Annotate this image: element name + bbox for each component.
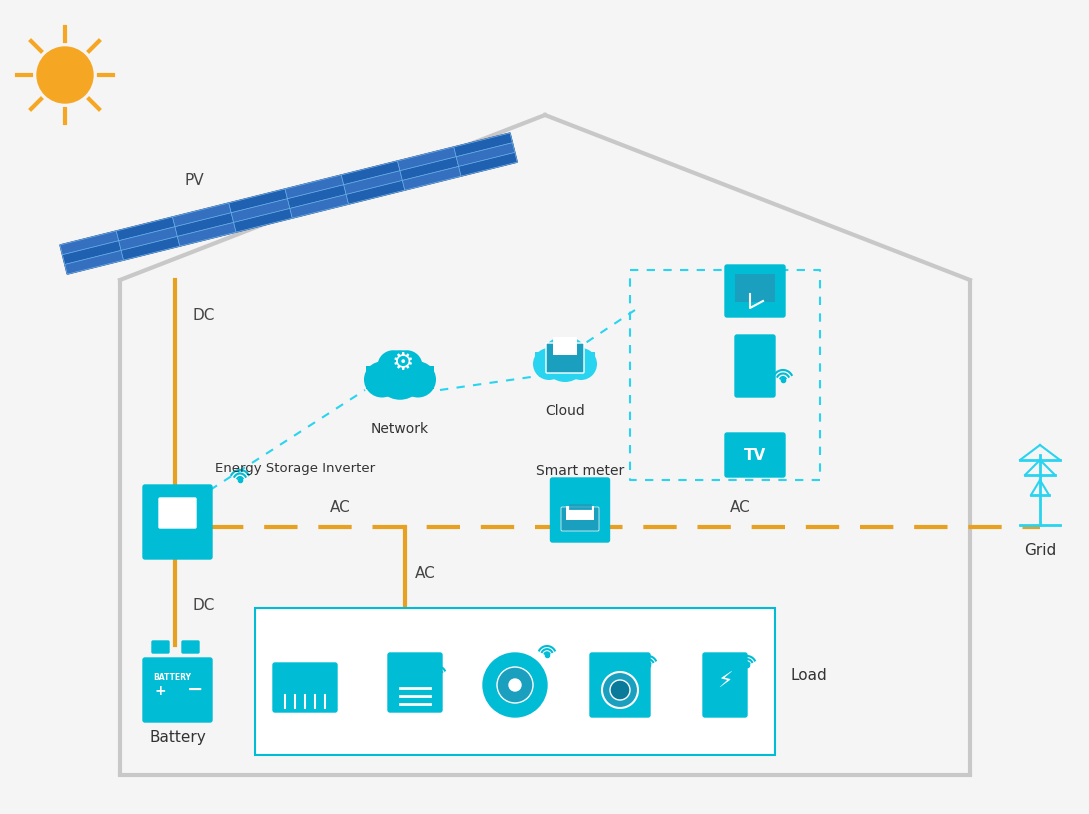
Text: DC: DC	[192, 308, 215, 323]
FancyBboxPatch shape	[388, 653, 442, 712]
Polygon shape	[121, 236, 180, 260]
Polygon shape	[402, 166, 461, 190]
Polygon shape	[454, 133, 513, 157]
Text: DC: DC	[192, 598, 215, 613]
Polygon shape	[341, 161, 400, 185]
Text: Battery: Battery	[149, 730, 206, 745]
FancyBboxPatch shape	[273, 663, 337, 712]
Circle shape	[544, 338, 573, 366]
Bar	[553, 337, 577, 355]
Circle shape	[391, 350, 423, 382]
Text: BATTERY: BATTERY	[152, 673, 191, 682]
Polygon shape	[231, 199, 290, 222]
Circle shape	[364, 361, 400, 397]
Bar	[366, 366, 433, 388]
Polygon shape	[456, 142, 515, 166]
Circle shape	[484, 653, 547, 717]
Polygon shape	[344, 171, 402, 195]
Bar	[535, 352, 595, 372]
Text: ⚡: ⚡	[718, 672, 733, 692]
Polygon shape	[60, 231, 119, 255]
Text: Network: Network	[371, 422, 429, 436]
FancyBboxPatch shape	[590, 653, 650, 717]
Text: AC: AC	[730, 500, 750, 515]
Text: AC: AC	[330, 500, 351, 515]
Polygon shape	[119, 227, 178, 251]
FancyBboxPatch shape	[561, 507, 599, 531]
Polygon shape	[397, 147, 456, 171]
Text: +: +	[155, 684, 167, 698]
Circle shape	[509, 679, 521, 691]
Polygon shape	[62, 241, 121, 265]
FancyBboxPatch shape	[551, 478, 610, 542]
FancyBboxPatch shape	[143, 485, 212, 559]
FancyBboxPatch shape	[703, 653, 747, 717]
Polygon shape	[346, 181, 405, 204]
Circle shape	[497, 667, 533, 703]
Bar	[566, 506, 594, 520]
Circle shape	[378, 350, 409, 382]
Bar	[255, 608, 775, 755]
FancyBboxPatch shape	[725, 433, 785, 477]
FancyBboxPatch shape	[143, 658, 212, 722]
Text: ⚙: ⚙	[392, 351, 415, 375]
Circle shape	[565, 348, 597, 380]
Polygon shape	[285, 175, 344, 199]
Text: Load: Load	[790, 668, 827, 683]
Circle shape	[602, 672, 638, 708]
FancyBboxPatch shape	[182, 641, 199, 653]
Text: −: −	[187, 680, 204, 699]
Polygon shape	[400, 157, 458, 181]
Text: AC: AC	[415, 566, 436, 581]
Circle shape	[556, 338, 585, 366]
Polygon shape	[65, 251, 123, 274]
Text: Grid: Grid	[1024, 543, 1056, 558]
FancyBboxPatch shape	[159, 498, 196, 528]
Circle shape	[533, 348, 565, 380]
Circle shape	[610, 680, 631, 700]
Polygon shape	[290, 195, 348, 218]
Text: Cloud: Cloud	[546, 404, 585, 418]
Text: PV: PV	[185, 173, 205, 188]
Polygon shape	[233, 208, 292, 232]
FancyBboxPatch shape	[735, 335, 775, 397]
Text: Smart meter: Smart meter	[536, 464, 624, 478]
Circle shape	[376, 350, 425, 400]
FancyBboxPatch shape	[725, 265, 785, 317]
Circle shape	[37, 47, 93, 103]
Text: TV: TV	[744, 448, 767, 463]
Polygon shape	[178, 222, 236, 246]
Polygon shape	[117, 217, 175, 241]
Polygon shape	[175, 212, 233, 236]
Circle shape	[400, 361, 436, 397]
Circle shape	[543, 338, 587, 382]
Polygon shape	[60, 133, 517, 274]
FancyBboxPatch shape	[546, 343, 584, 373]
Polygon shape	[229, 189, 287, 212]
Polygon shape	[458, 152, 517, 176]
Polygon shape	[172, 203, 231, 227]
Bar	[735, 274, 775, 302]
Polygon shape	[287, 185, 346, 208]
Text: Energy Storage Inverter: Energy Storage Inverter	[215, 462, 375, 475]
FancyBboxPatch shape	[152, 641, 169, 653]
